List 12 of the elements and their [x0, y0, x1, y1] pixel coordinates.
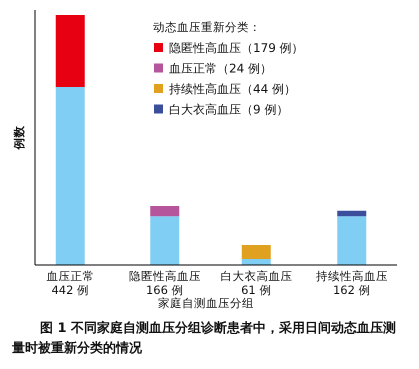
legend-label: 白大衣高血压（9 例）: [169, 102, 288, 116]
legend-label: 隐匿性高血压（179 例）: [169, 41, 304, 55]
x-axis-title: 家庭自测血压分组: [158, 296, 254, 310]
x-tick-label: 血压正常 442 例: [46, 269, 94, 297]
x-tick-label: 持续性高血压 162 例: [316, 269, 388, 297]
y-axis-title: 例数: [12, 124, 26, 150]
legend-label: 持续性高血压（44 例）: [169, 82, 296, 96]
legend-label: 血压正常（24 例）: [169, 62, 272, 76]
x-tick-label: 隐匿性高血压 166 例: [128, 269, 201, 297]
caption: 图 1 不同家庭自测血压分组诊断患者中，采用日间动态血压测量时被重新分类的情况: [11, 320, 396, 356]
legend-title: 动态血压重新分类：: [153, 20, 261, 34]
x-tick-label: 白大衣高血压 61 例: [220, 269, 292, 297]
